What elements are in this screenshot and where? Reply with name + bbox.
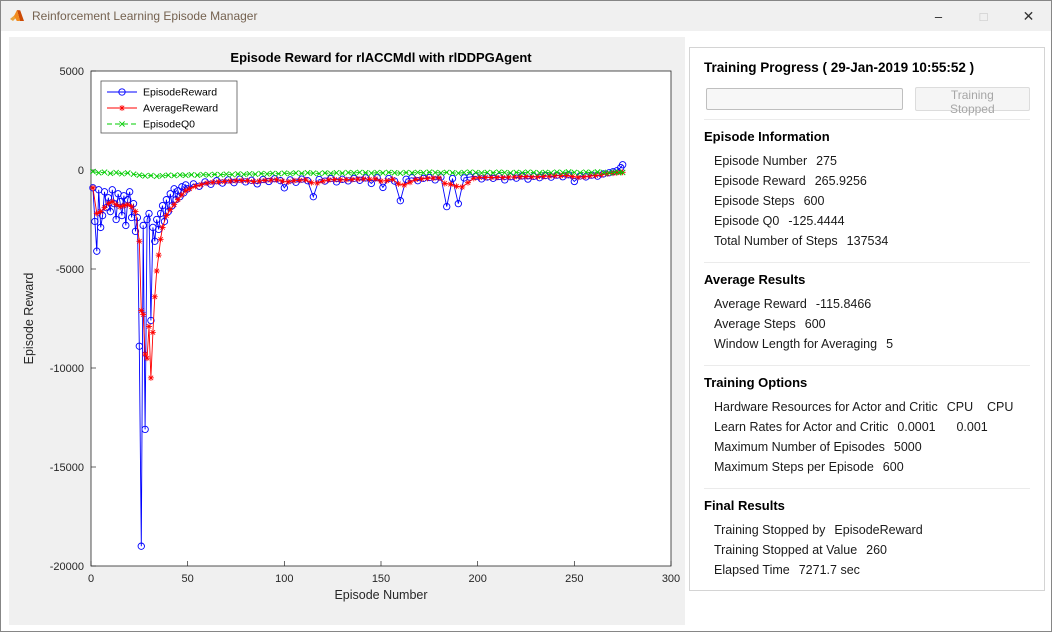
row-value: 137534 [846,234,889,248]
row-value: CPU CPU [946,400,1014,414]
training-progress-panel: Training Progress ( 29-Jan-2019 10:55:52… [689,47,1045,591]
legend-label: EpisodeReward [143,87,217,99]
y-tick-label: 5000 [60,66,84,78]
series-EpisodeQ0 [90,168,626,180]
x-tick-label: 150 [372,573,390,585]
minimize-button[interactable]: – [934,8,943,24]
row-label: Learn Rates for Actor and Critic [714,420,889,434]
row-value: 7271.7 sec [798,563,860,577]
training-progress-bar [706,88,903,110]
row-label: Total Number of Steps [714,234,838,248]
row-label: Episode Number [714,154,808,168]
panel-section: Training Options Hardware Resources for A… [704,365,1030,481]
legend-label: AverageReward [143,103,218,115]
row-label: Average Steps [714,317,796,331]
row-value: 5000 [893,440,922,454]
training-stopped-button[interactable]: Training Stopped [914,87,1030,116]
x-tick-label: 50 [182,573,194,585]
row-value: 265.9256 [814,174,867,188]
info-row: Episode Number 275 [704,151,1030,171]
row-value: 600 [803,194,825,208]
info-row: Maximum Number of Episodes 5000 [704,437,1030,457]
info-row: Hardware Resources for Actor and Critic C… [704,397,1030,417]
row-label: Episode Reward [714,174,806,188]
axes-box [90,70,672,567]
info-row: Episode Q0 -125.4444 [704,211,1030,231]
panel-section: Episode Information Episode Number 275 Epis… [704,119,1030,255]
chart-title: Episode Reward for rlACCMdl with rlDDPGA… [230,50,532,65]
info-row: Training Stopped at Value 260 [704,540,1030,560]
info-row: Maximum Steps per Episode 600 [704,457,1030,477]
row-label: Window Length for Averaging [714,337,878,351]
title-bar[interactable]: Reinforcement Learning Episode Manager –… [1,1,1051,31]
row-label: Episode Steps [714,194,795,208]
info-row: Training Stopped by EpisodeReward [704,520,1030,540]
matlab-icon [9,8,25,24]
y-tick-label: 0 [78,165,84,177]
chart-legend: EpisodeReward AverageReward EpisodeQ0 [100,80,238,134]
panel-section: Final Results Training Stopped by EpisodeR… [704,488,1030,584]
y-tick-label: -5000 [56,264,84,276]
panel-sections: Episode Information Episode Number 275 Epis… [704,119,1030,584]
x-tick-label: 200 [468,573,486,585]
row-label: Episode Q0 [714,214,780,228]
maximize-button[interactable]: □ [979,8,988,24]
section-heading: Episode Information [704,129,830,144]
info-row: Episode Reward 265.9256 [704,171,1030,191]
row-value: 600 [882,460,904,474]
row-label: Training Stopped at Value [714,543,858,557]
row-value: 0.0001 0.001 [897,420,988,434]
info-row: Average Steps 600 [704,314,1030,334]
row-value: 5 [886,337,894,351]
figure-area: 0 50 100 150 200 250 300 5000 0 -5000 -10000 -15000… [9,37,685,625]
row-label: Maximum Number of Episodes [714,440,885,454]
info-row: Total Number of Steps 137534 [704,231,1030,251]
row-value: 260 [866,543,888,557]
row-label: Maximum Steps per Episode [714,460,874,474]
info-row: Episode Steps 600 [704,191,1030,211]
content-area: 0 50 100 150 200 250 300 5000 0 -5000 -10000 -15000… [1,31,1051,631]
close-button[interactable]: ✕ [1022,7,1035,24]
row-label: Hardware Resources for Actor and Critic [714,400,938,414]
plot-area [91,71,671,566]
row-value: -125.4444 [788,214,845,228]
info-row: Window Length for Averaging 5 [704,334,1030,354]
info-row: Average Reward -115.8466 [704,294,1030,314]
section-heading: Training Options [704,375,808,390]
x-tick-label: 300 [662,573,680,585]
window-title: Reinforcement Learning Episode Manager [32,9,258,23]
y-tick-label: -20000 [50,561,84,573]
legend-label: EpisodeQ0 [143,119,195,131]
row-value: EpisodeReward [834,523,923,537]
panel-section: Average Results Average Reward -115.8466 Av… [704,262,1030,358]
row-label: Average Reward [714,297,807,311]
y-tick-label: -10000 [50,363,84,375]
row-label: Elapsed Time [714,563,790,577]
progress-row: Training Stopped [706,87,1030,116]
row-value: 275 [816,154,837,168]
row-value: -115.8466 [815,297,872,311]
window-controls: – □ ✕ [916,1,1051,31]
x-tick-label: 0 [88,573,94,585]
section-heading: Average Results [704,272,806,287]
y-tick-label: -15000 [50,462,84,474]
section-heading: Final Results [704,498,785,513]
series-AverageReward [89,169,626,381]
x-tick-label: 250 [565,573,583,585]
row-label: Training Stopped by [714,523,826,537]
x-tick-label: 100 [275,573,293,585]
episode-reward-chart: 0 50 100 150 200 250 300 5000 0 -5000 -10000 -15000… [22,50,680,602]
row-value: 600 [804,317,826,331]
panel-title: Training Progress ( 29-Jan-2019 10:55:52… [704,60,975,75]
y-axis-label: Episode Reward [22,273,36,365]
info-row: Elapsed Time 7271.7 sec [704,560,1030,580]
info-row: Learn Rates for Actor and Critic 0.0001 0… [704,417,1030,437]
x-axis-label: Episode Number [334,588,427,602]
